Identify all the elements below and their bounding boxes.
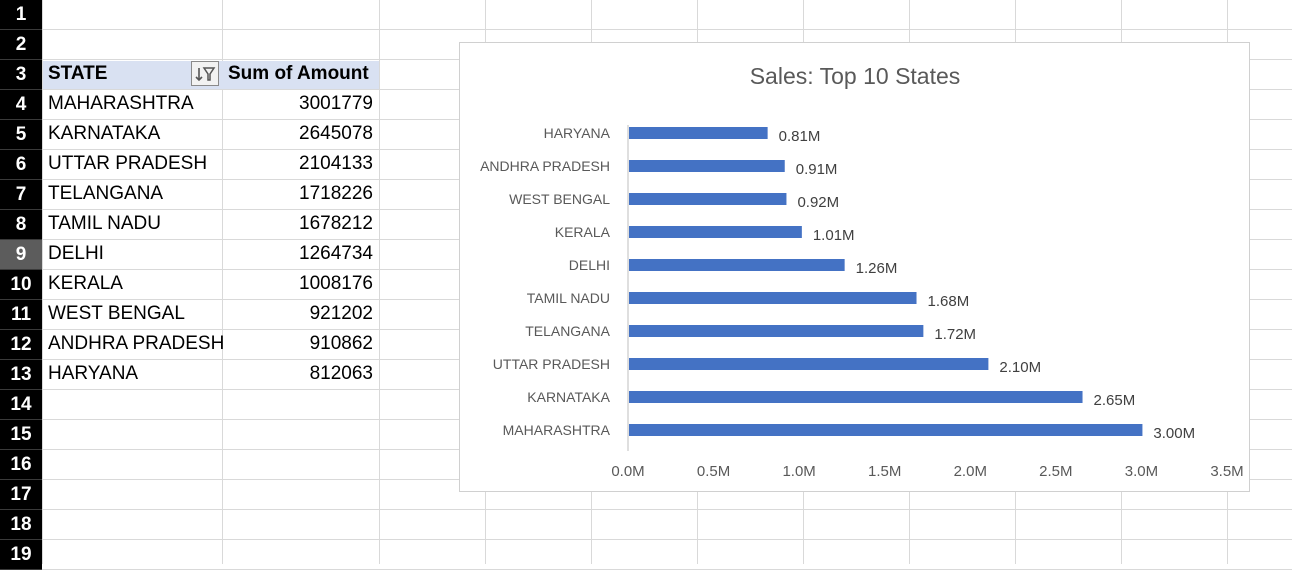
pivot-amount-cell[interactable]: 1264734: [299, 243, 373, 264]
row-header[interactable]: 1: [0, 0, 42, 30]
data-label: 1.26M: [856, 260, 898, 277]
row-header[interactable]: 7: [0, 180, 42, 210]
row-header[interactable]: 11: [0, 300, 42, 330]
row-gridline: [42, 29, 1292, 30]
pivot-amount-cell[interactable]: 3001779: [299, 93, 373, 114]
pivot-header-state[interactable]: STATE: [48, 63, 108, 84]
category-label: DELHI: [569, 257, 610, 273]
sort-filter-icon[interactable]: [191, 61, 219, 86]
bar: [629, 259, 845, 271]
data-label: 1.72M: [934, 326, 976, 343]
category-label: KERALA: [555, 224, 611, 240]
row-header[interactable]: 5: [0, 120, 42, 150]
row-header[interactable]: 18: [0, 510, 42, 540]
pivot-state-cell[interactable]: ANDHRA PRADESH: [48, 333, 225, 354]
pivot-state-cell[interactable]: UTTAR PRADESH: [48, 153, 208, 174]
chart-title: Sales: Top 10 States: [750, 63, 961, 89]
row-header[interactable]: 10: [0, 270, 42, 300]
chart-canvas: Sales: Top 10 States HARYANA 0.81M ANDHRA …: [480, 63, 1244, 480]
bar: [629, 292, 917, 304]
pivot-amount-cell[interactable]: 1008176: [299, 273, 373, 294]
bar: [629, 193, 787, 205]
category-label: MAHARASHTRA: [503, 422, 611, 438]
pivot-amount-cell[interactable]: 2645078: [299, 123, 373, 144]
column-gridline: [222, 0, 223, 564]
row-header[interactable]: 9: [0, 240, 42, 270]
bar: [629, 391, 1083, 403]
row-header[interactable]: 4: [0, 90, 42, 120]
bar: [629, 226, 802, 238]
pivot-state-cell[interactable]: MAHARASHTRA: [48, 93, 194, 114]
data-label: 3.00M: [1153, 425, 1195, 442]
pivot-header-amount[interactable]: Sum of Amount: [228, 63, 369, 84]
category-label: HARYANA: [544, 125, 611, 141]
x-tick-label: 3.0M: [1125, 463, 1158, 480]
x-tick-label: 0.5M: [697, 463, 730, 480]
pivot-amount-cell[interactable]: 921202: [309, 303, 373, 324]
x-tick-label: 1.0M: [782, 463, 815, 480]
row-header[interactable]: 12: [0, 330, 42, 360]
bar: [629, 160, 785, 172]
row-header[interactable]: 19: [0, 540, 42, 570]
bar: [629, 127, 768, 139]
x-tick-label: 0.0M: [611, 463, 644, 480]
row-header[interactable]: 2: [0, 30, 42, 60]
data-label: 1.01M: [813, 227, 855, 244]
category-label: ANDHRA PRADESH: [480, 158, 610, 174]
pivot-state-cell[interactable]: TAMIL NADU: [48, 213, 161, 234]
row-header[interactable]: 16: [0, 450, 42, 480]
x-tick-label: 2.0M: [954, 463, 987, 480]
row-gridline: [42, 539, 1292, 540]
pivot-state-cell[interactable]: DELHI: [48, 243, 104, 264]
pivot-amount-cell[interactable]: 812063: [309, 363, 373, 384]
row-header[interactable]: 15: [0, 420, 42, 450]
pivot-amount-cell[interactable]: 1718226: [299, 183, 373, 204]
row-header[interactable]: 17: [0, 480, 42, 510]
data-label: 2.65M: [1094, 392, 1136, 409]
pivot-state-cell[interactable]: TELANGANA: [48, 183, 164, 204]
column-gridline: [379, 0, 380, 564]
category-label: KARNATAKA: [527, 389, 610, 405]
row-header[interactable]: 8: [0, 210, 42, 240]
row-header[interactable]: 14: [0, 390, 42, 420]
bar: [629, 358, 989, 370]
x-tick-label: 1.5M: [868, 463, 901, 480]
data-label: 0.92M: [797, 194, 839, 211]
row-header[interactable]: 3: [0, 60, 42, 90]
pivot-state-cell[interactable]: WEST BENGAL: [48, 303, 185, 324]
pivot-amount-cell[interactable]: 2104133: [299, 153, 373, 174]
category-label: TELANGANA: [525, 323, 610, 339]
data-label: 2.10M: [999, 359, 1041, 376]
data-label: 0.91M: [796, 161, 838, 178]
pivot-amount-cell[interactable]: 1678212: [299, 213, 373, 234]
category-label: WEST BENGAL: [509, 191, 610, 207]
category-label: TAMIL NADU: [527, 290, 610, 306]
bar-chart[interactable]: Sales: Top 10 States HARYANA 0.81M ANDHRA …: [459, 42, 1250, 492]
pivot-state-cell[interactable]: HARYANA: [48, 363, 139, 384]
row-gridline: [42, 509, 1292, 510]
row-header[interactable]: 6: [0, 150, 42, 180]
category-label: UTTAR PRADESH: [493, 356, 610, 372]
pivot-state-cell[interactable]: KARNATAKA: [48, 123, 161, 144]
data-label: 1.68M: [928, 293, 970, 310]
x-tick-label: 3.5M: [1210, 463, 1243, 480]
data-label: 0.81M: [779, 128, 821, 145]
bar: [629, 424, 1143, 436]
bar: [629, 325, 924, 337]
pivot-state-cell[interactable]: KERALA: [48, 273, 123, 294]
x-tick-label: 2.5M: [1039, 463, 1072, 480]
column-gridline: [42, 0, 43, 564]
row-header[interactable]: 13: [0, 360, 42, 390]
pivot-amount-cell[interactable]: 910862: [309, 333, 373, 354]
